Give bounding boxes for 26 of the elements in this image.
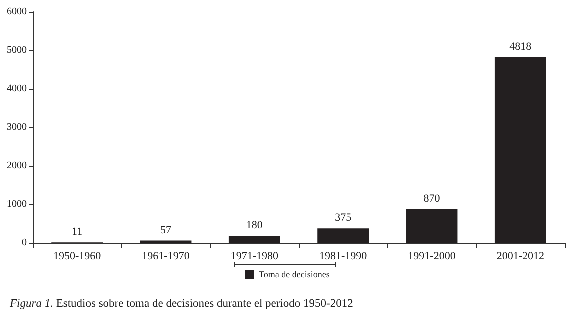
y-tick-label: 0 — [22, 238, 27, 248]
bar — [406, 210, 458, 243]
bar — [494, 58, 546, 243]
x-tick-label: 1961-1970 — [142, 250, 190, 262]
data-label: 870 — [424, 193, 441, 206]
text: Figura 1. — [10, 298, 54, 310]
bar — [228, 236, 280, 243]
text: Estudios sobre toma de decisiones durante el periodo 1950-2012 — [55, 298, 354, 310]
data-label: 180 — [246, 220, 264, 232]
x-tick-label: 2001-2012 — [496, 250, 545, 262]
y-tick-label: 3000 — [7, 122, 27, 133]
x-tick-label: 1991-2000 — [408, 250, 456, 262]
y-tick-label: 5000 — [7, 45, 27, 56]
data-label: 57 — [160, 224, 172, 236]
x-tick-label: 1950-1960 — [53, 250, 102, 262]
x-tick-label: 1981-1990 — [319, 250, 368, 262]
y-tick-label: 6000 — [7, 6, 27, 18]
y-tick-label: 1000 — [7, 199, 27, 210]
data-label: 4818 — [510, 41, 532, 54]
x-tick-label: 1971-1980 — [230, 250, 279, 262]
y-tick-label: 2000 — [7, 160, 27, 172]
y-tick-label: 4000 — [7, 84, 27, 94]
legend-label: Toma de decisiones — [259, 270, 330, 280]
data-label: 375 — [335, 212, 352, 224]
data-label: 11 — [72, 226, 83, 238]
bar — [318, 228, 370, 243]
